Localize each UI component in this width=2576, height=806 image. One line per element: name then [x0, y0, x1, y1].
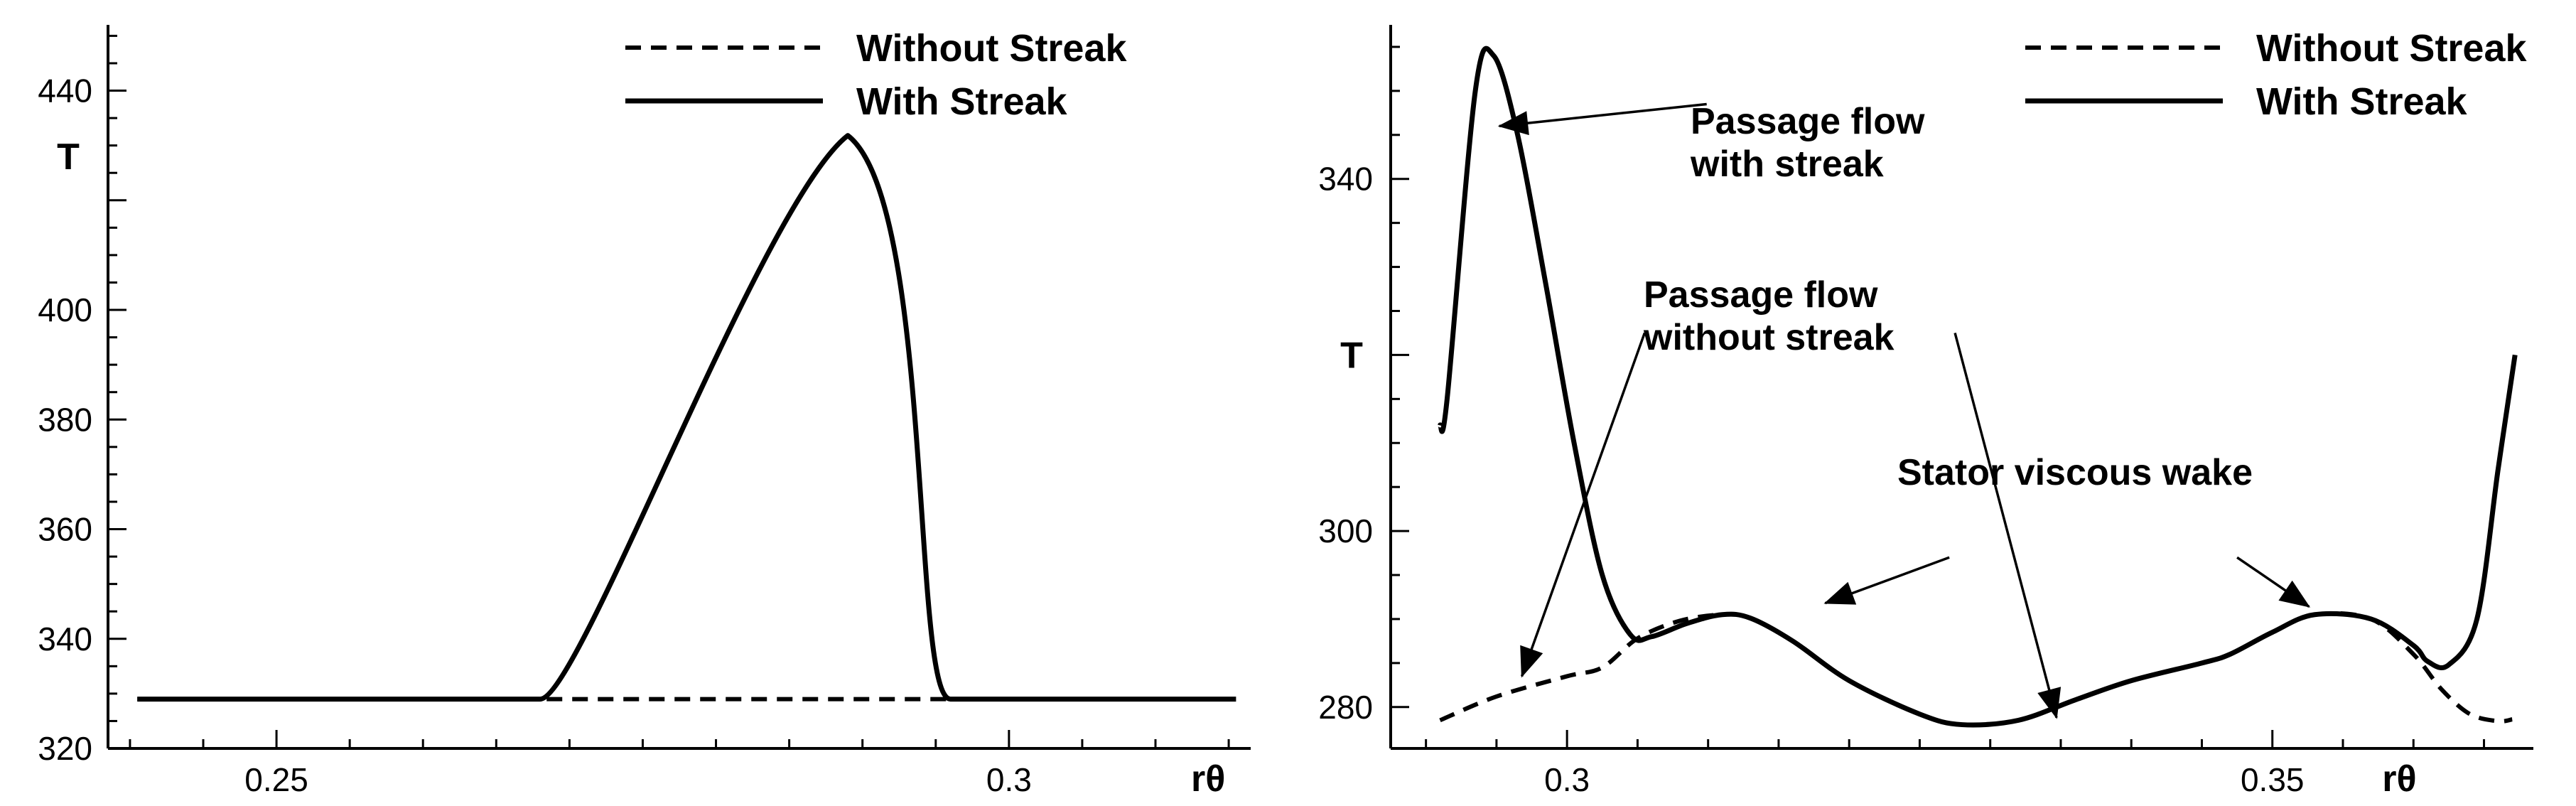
x-axis-title: rθ [1191, 758, 1225, 800]
legend-label: Without Streak [856, 27, 1127, 70]
y-tick-label: 280 [1318, 689, 1373, 726]
y-tick-label: 320 [38, 730, 92, 767]
right-chart-panel: 0.3 0.35 rθ 280 300 340 T Without Streak With St… [1318, 25, 2533, 800]
annotation-arrow [1823, 556, 1950, 605]
series-line-with-streak [137, 133, 1236, 702]
series-line-with-streak [1438, 45, 2518, 728]
y-axis-title: T [1340, 335, 1363, 376]
legend-label: With Streak [856, 80, 1068, 123]
y-tick-label: 440 [38, 72, 92, 109]
annotation-text: Passage flow [1691, 101, 1925, 142]
y-tick-label: 380 [38, 401, 92, 438]
x-tick-label: 0.3 [986, 761, 1032, 798]
y-tick-label: 340 [1318, 161, 1373, 198]
annotation-text: with streak [1690, 144, 1884, 185]
legend-label: With Streak [2256, 80, 2468, 123]
legend-label: Without Streak [2256, 27, 2527, 70]
annotation-arrow [1520, 332, 1646, 678]
annotation-arrow [1497, 102, 1707, 136]
y-tick-label: 300 [1318, 512, 1373, 549]
annotation-text: without streak [1643, 317, 1895, 358]
annotation-arrow [1953, 333, 2062, 719]
x-tick-label: 0.3 [1544, 761, 1590, 798]
x-axis-title: rθ [2382, 758, 2416, 800]
left-chart-panel: 0.25 0.3 rθ 320 340 360 380 400 440 T Without Stre… [38, 25, 1251, 800]
y-axis-title: T [57, 136, 80, 178]
series-line-without-streak [1439, 611, 2513, 728]
y-tick-label: 360 [38, 511, 92, 548]
annotation-text: Passage flow [1644, 274, 1878, 316]
y-tick-label: 400 [38, 291, 92, 328]
annotation-arrow [2236, 556, 2311, 608]
x-tick-label: 0.25 [244, 761, 308, 798]
x-tick-label: 0.35 [2241, 761, 2305, 798]
annotation-text: Stator viscous wake [1897, 452, 2253, 493]
y-tick-label: 340 [38, 620, 92, 657]
